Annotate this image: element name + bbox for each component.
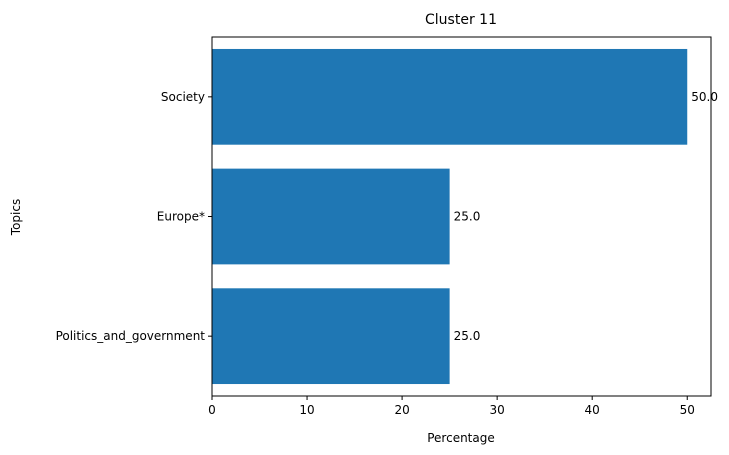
plot-frame [211,36,712,397]
data-label-1: 25.0 [454,210,481,224]
x-tick-label-3: 30 [490,403,505,417]
x-tick-label-4: 40 [585,403,600,417]
y-tick-label-1: Europe* [157,210,205,224]
y-tick-label-0: Society [161,90,205,104]
y-tick-label-2: Politics_and_government [56,329,206,343]
bar-2 [212,288,450,385]
data-label-2: 25.0 [454,329,481,343]
bar-0 [212,48,688,145]
x-axis-label: Percentage [427,431,495,445]
y-axis-label: Topics [9,199,23,236]
chart-title: Cluster 11 [425,12,497,28]
x-tick-label-5: 50 [680,403,695,417]
bar-1 [212,168,450,265]
x-tick-label-1: 10 [299,403,314,417]
data-label-0: 50.0 [691,90,718,104]
x-tick-label-2: 20 [394,403,409,417]
x-tick-label-0: 0 [208,403,216,417]
plot-area: Society 50.0 Europe* 25.0 Politics_and_gover… [56,36,718,417]
